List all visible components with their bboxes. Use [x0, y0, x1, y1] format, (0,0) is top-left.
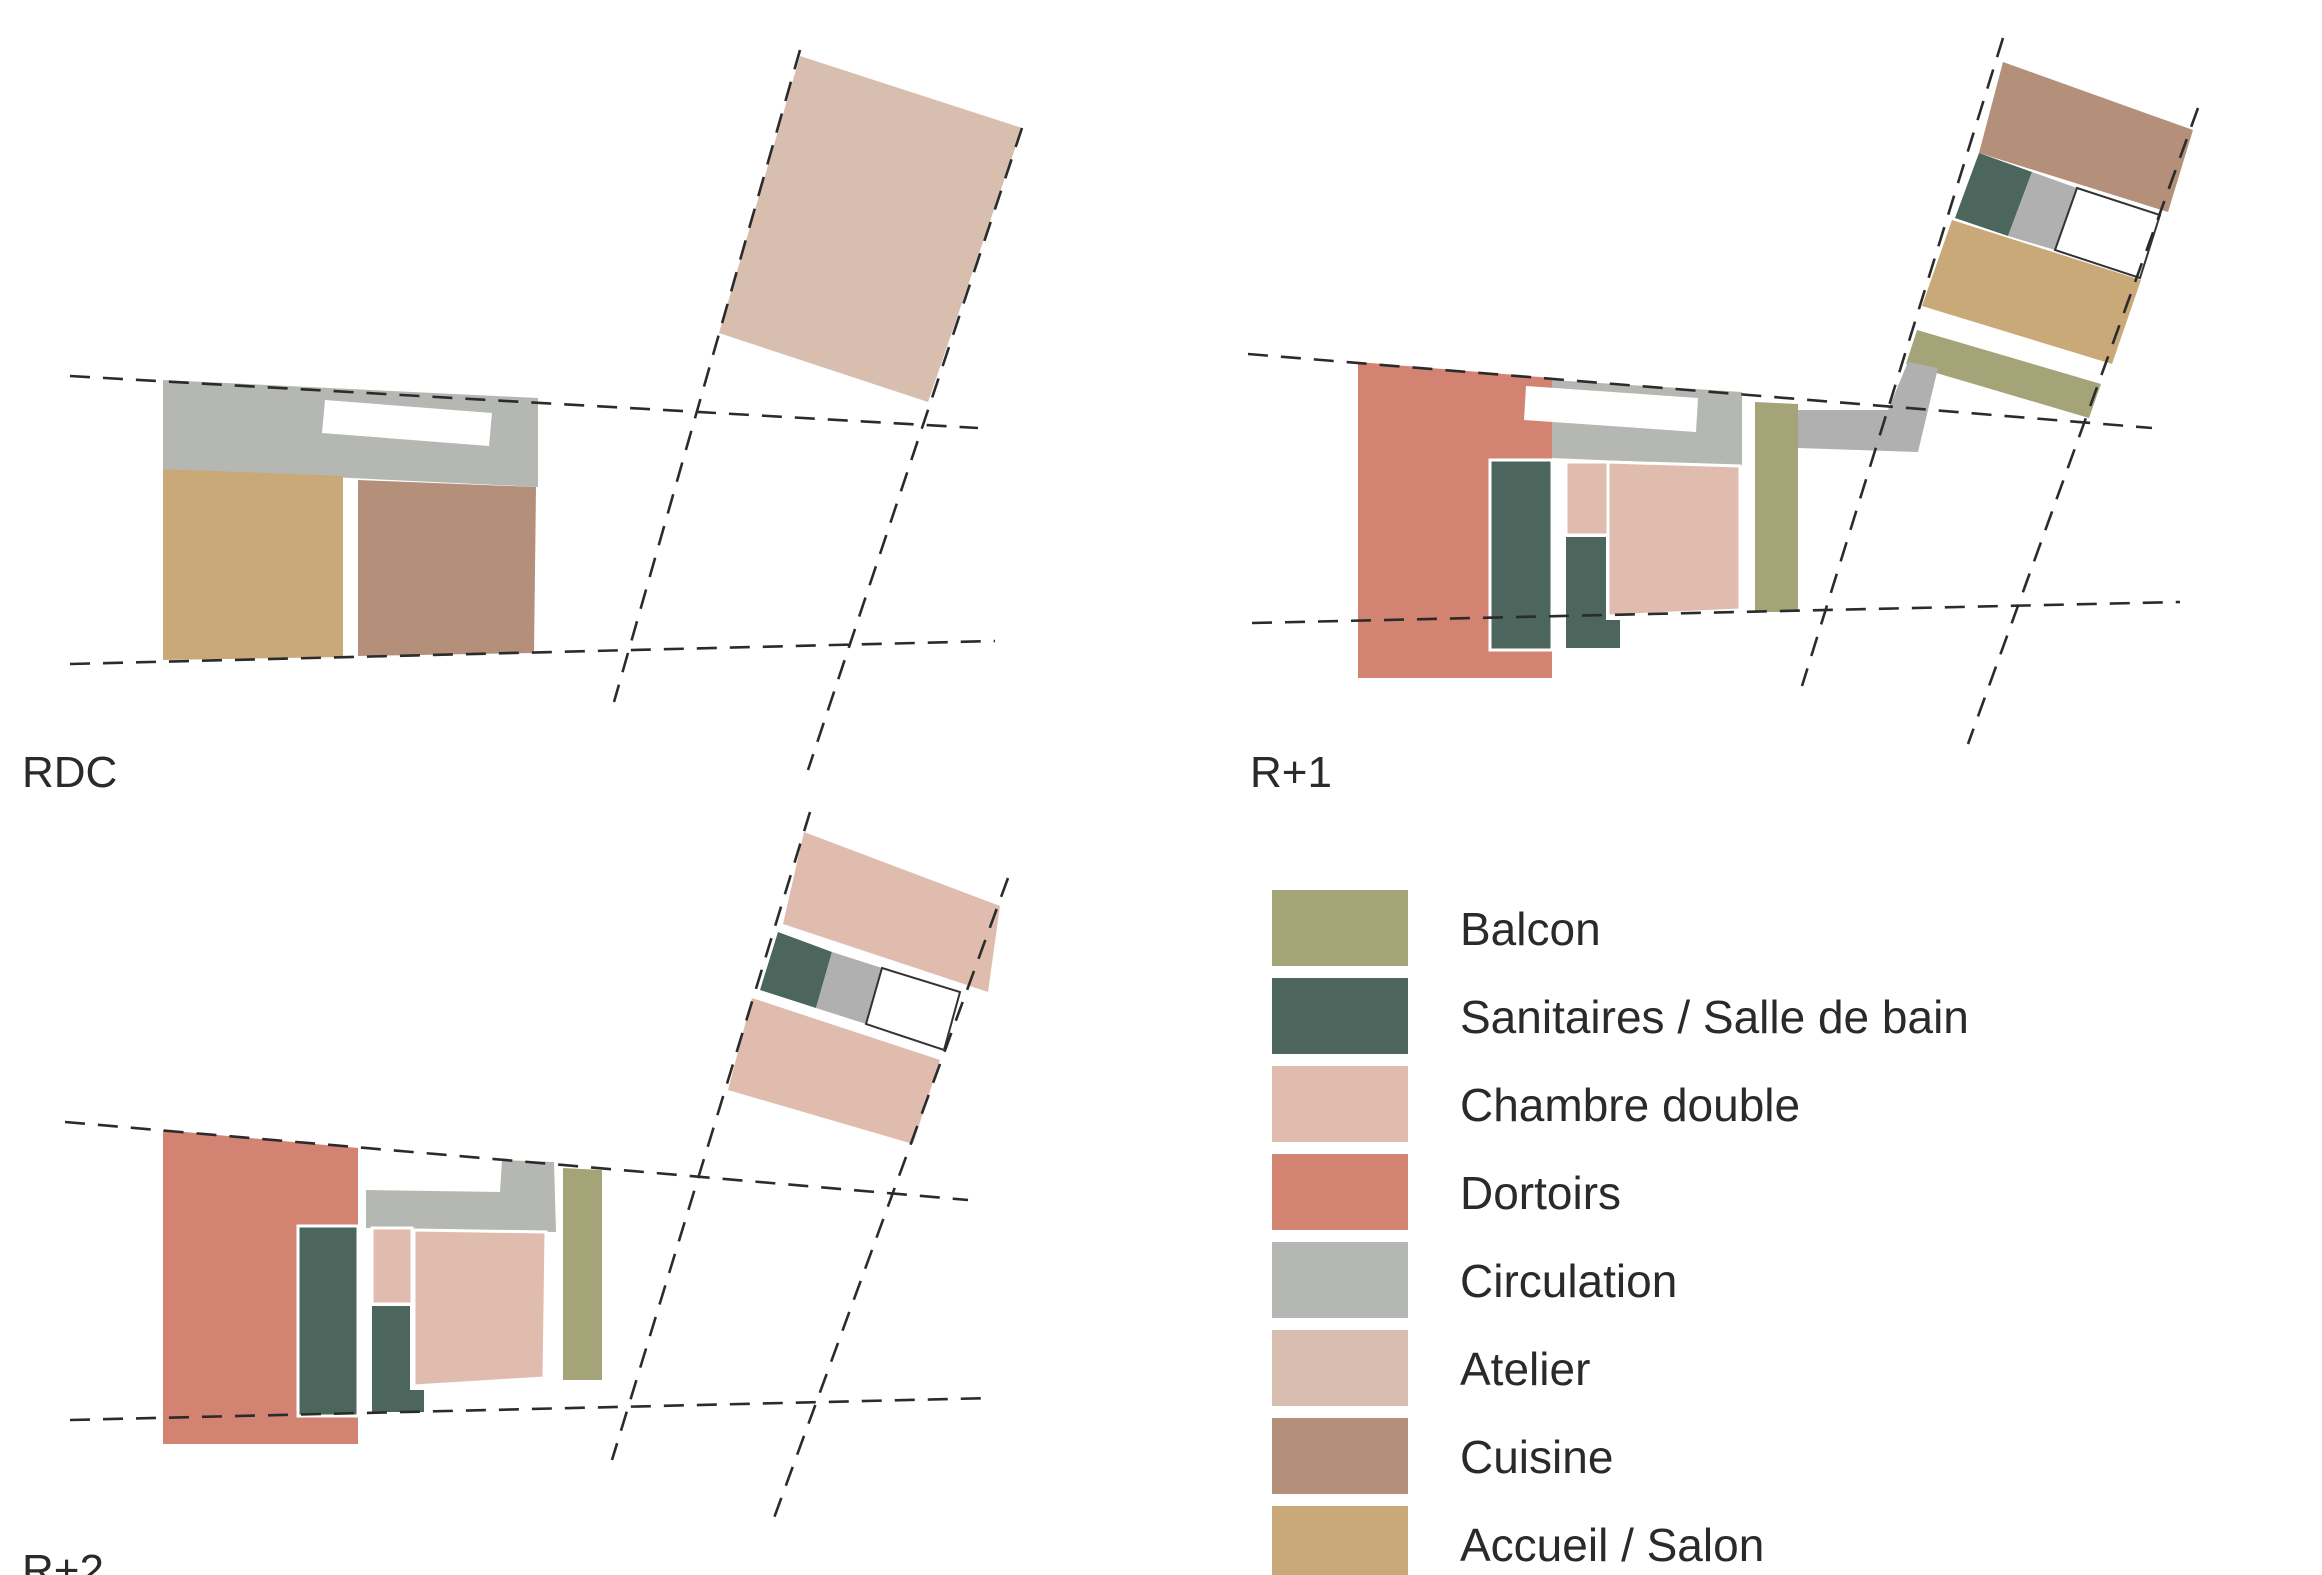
plan-label-rdc: RDC — [22, 748, 117, 797]
r2-void-annex — [864, 966, 962, 1052]
legend-swatch-atelier — [1272, 1330, 1408, 1406]
plan-r2 — [64, 811, 1010, 1519]
r1-cuisine — [1979, 62, 2193, 212]
r2-sanitaires-annex — [760, 932, 832, 1008]
r2-sanitaires-small — [372, 1306, 424, 1412]
legend-label-atelier: Atelier — [1460, 1343, 1590, 1395]
r1-balcon — [1755, 402, 1798, 612]
r1-grid-line — [1251, 600, 2181, 625]
r2-grid-line — [69, 1396, 993, 1422]
r1-void-main — [1524, 386, 1698, 432]
legend-label-dortoirs: Dortoirs — [1460, 1167, 1621, 1219]
r1-accueil — [1922, 220, 2141, 364]
legend-swatch-circulation — [1272, 1242, 1408, 1318]
r2-chambre-small — [370, 1226, 414, 1306]
r1-balcon-annex — [1906, 330, 2101, 418]
legend-swatch-accueil — [1272, 1506, 1408, 1575]
rdc-grid-line — [69, 639, 996, 666]
r1-sanitaires-small — [1566, 537, 1620, 648]
r2-chambre-annex-top — [783, 832, 1000, 992]
r2-chambre-annex-bottom — [728, 998, 940, 1144]
rdc-cuisine — [358, 480, 536, 656]
rdc-atelier — [719, 56, 1022, 402]
r1-sanitaires — [1955, 153, 2032, 236]
r2-grid-line — [64, 1120, 969, 1202]
legend-label-cuisine: Cuisine — [1460, 1431, 1613, 1483]
legend-swatch-balcon — [1272, 890, 1408, 966]
legend-swatch-sanitaires — [1272, 978, 1408, 1054]
r1-void — [2053, 186, 2162, 280]
r1-grid-line — [1966, 107, 2200, 745]
legend-swatch-chambre — [1272, 1066, 1408, 1142]
r2-chambre — [412, 1228, 548, 1388]
r2-circulation-annex — [816, 952, 882, 1024]
r1-sanitaires-main — [1488, 458, 1554, 652]
rdc-grid-line — [69, 374, 979, 430]
r2-balcon — [563, 1168, 602, 1380]
rdc-grid-line — [806, 127, 1024, 771]
r1-grid-line — [1247, 352, 2153, 430]
legend-label-balcon: Balcon — [1460, 903, 1601, 955]
legend-label-accueil: Accueil / Salon — [1460, 1519, 1764, 1571]
plan-label-r2: R+2 — [22, 1546, 104, 1575]
plan-label-r1: R+1 — [1250, 748, 1332, 797]
legend-swatch-dortoirs — [1272, 1154, 1408, 1230]
rdc-accueil — [163, 469, 343, 660]
plan-r1 — [1247, 37, 2200, 745]
r1-circulation-annex — [2008, 172, 2077, 250]
r2-grid-line — [772, 877, 1010, 1519]
legend-label-sanitaires: Sanitaires / Salle de bain — [1460, 991, 1969, 1043]
r1-chambre-small — [1564, 460, 1610, 537]
r2-sanitaires-main — [296, 1224, 360, 1418]
r1-grid-line — [1800, 37, 2005, 687]
r1-circulation-link — [1798, 362, 1938, 452]
rdc-void — [322, 400, 492, 446]
legend-swatch-cuisine — [1272, 1418, 1408, 1494]
legend-label-circulation: Circulation — [1460, 1255, 1677, 1307]
rdc-grid-line — [612, 49, 802, 703]
r1-chambre — [1606, 460, 1742, 618]
plan-rdc — [69, 49, 1024, 771]
legend-label-chambre: Chambre double — [1460, 1079, 1800, 1131]
r2-grid-line — [610, 811, 812, 1461]
legend: Balcon Sanitaires / Salle de bain Chambr… — [1272, 890, 1969, 1575]
r2-circulation — [366, 1160, 556, 1232]
